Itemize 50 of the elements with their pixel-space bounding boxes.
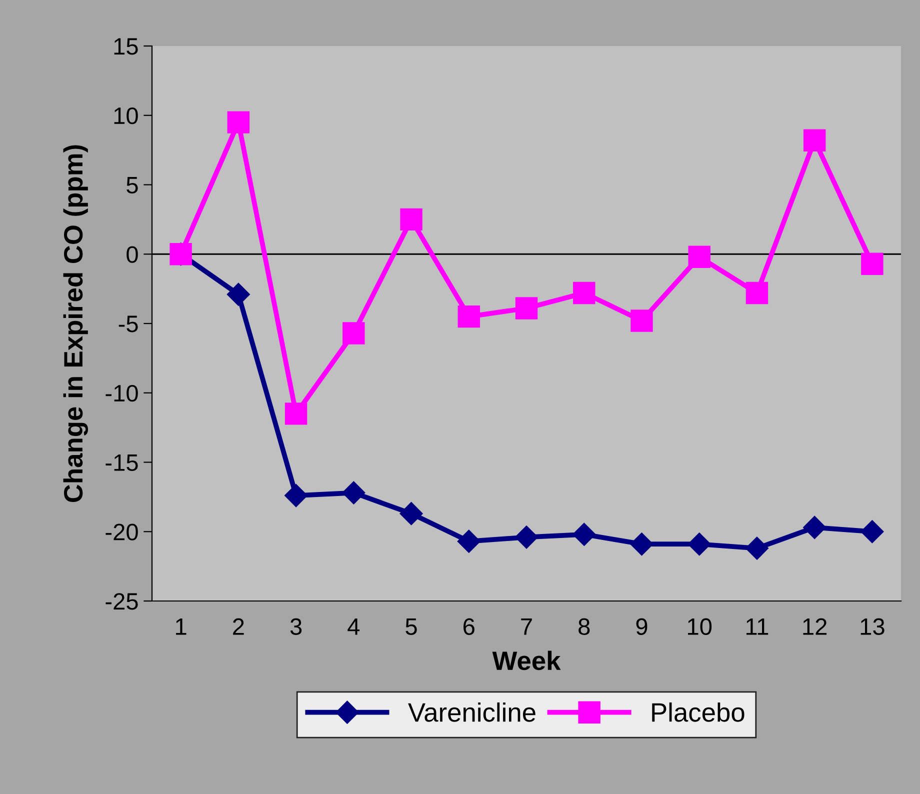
x-tick-label: 2 <box>233 618 244 635</box>
y-tick-label: -5 <box>118 316 138 332</box>
point <box>515 297 538 320</box>
point <box>342 322 365 344</box>
x-tick-label: 13 <box>860 618 884 636</box>
y-tick-label: -25 <box>106 593 138 610</box>
point <box>457 530 480 553</box>
x-tick-label: 11 <box>746 618 768 635</box>
y-tick-label: 15 <box>114 38 138 55</box>
point <box>400 208 422 231</box>
point <box>860 520 884 544</box>
x-tick-label: 10 <box>688 618 712 636</box>
point <box>630 310 653 332</box>
point <box>572 522 596 546</box>
y-tick-label: -20 <box>106 524 138 540</box>
point <box>284 402 308 425</box>
point <box>227 111 250 134</box>
legend-label: Placebo <box>652 702 744 722</box>
point <box>458 305 480 328</box>
y-tick-label: 5 <box>126 177 138 194</box>
x-tick-label: 4 <box>348 618 360 635</box>
point <box>226 282 250 306</box>
y-tick-label: 10 <box>114 107 138 124</box>
x-tick-label: 12 <box>803 618 827 635</box>
y-tick-label: 0 <box>126 246 138 263</box>
point <box>688 532 711 556</box>
legend-label: Varenicline <box>408 702 536 722</box>
point <box>400 502 423 526</box>
x-tick-label: 8 <box>578 618 590 636</box>
point <box>861 252 884 275</box>
x-axis-title: Week <box>492 650 561 670</box>
point <box>745 536 768 560</box>
y-axis-title: Change in Expired CO (ppm) <box>63 145 88 502</box>
x-tick-label: 1 <box>176 618 186 635</box>
x-tick-label: 6 <box>464 618 474 636</box>
x-tick-label: 5 <box>406 618 417 636</box>
point <box>803 129 826 152</box>
point <box>284 484 308 508</box>
point <box>342 481 366 504</box>
y-tick-label: -15 <box>106 454 138 472</box>
point <box>515 526 538 549</box>
x-tick-label: 7 <box>521 618 532 635</box>
point <box>803 516 826 539</box>
point <box>630 532 654 556</box>
x-tick-label: 9 <box>636 618 648 636</box>
point <box>573 282 596 304</box>
point <box>688 246 710 268</box>
point <box>746 282 768 304</box>
y-tick-label: -10 <box>106 384 138 402</box>
x-tick-label: 3 <box>290 618 302 636</box>
